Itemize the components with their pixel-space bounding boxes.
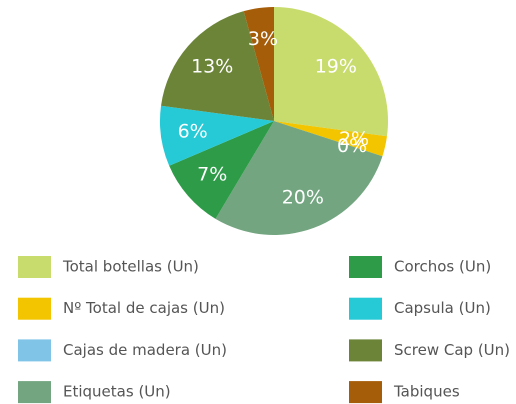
data-label: 2%: [339, 128, 369, 150]
legend-swatch: [18, 256, 51, 278]
data-label: 7%: [197, 164, 227, 186]
legend-swatch: [349, 297, 382, 320]
legend-label: Screw Cap (Un): [394, 341, 510, 359]
data-label: 13%: [191, 55, 233, 77]
pie-slice: [243, 7, 274, 121]
legend-swatch: [18, 297, 51, 320]
legend-swatch: [349, 381, 382, 404]
pie-slice: [169, 121, 274, 219]
legend-swatch: [18, 381, 51, 404]
data-label: 19%: [315, 55, 357, 77]
legend-swatch: [349, 339, 382, 362]
data-label: 6%: [178, 121, 208, 143]
legend-label: Tabiques: [393, 383, 460, 401]
pie-slice: [215, 121, 383, 235]
pie-slice: [160, 105, 274, 166]
legend-label: Total botellas (Un): [62, 258, 199, 276]
legend-swatch: [18, 339, 51, 362]
pie-slice: [274, 7, 388, 137]
legend-label: Etiquetas (Un): [63, 383, 171, 401]
pie-slice: [274, 121, 387, 157]
data-label: 20%: [282, 186, 324, 208]
legend-swatch: [349, 256, 382, 278]
legend-label: Corchos (Un): [394, 258, 491, 276]
pie-slice: [161, 11, 274, 122]
legend-label: Nº Total de cajas (Un): [63, 299, 225, 317]
data-label: 3%: [248, 28, 278, 50]
legend-label: Capsula (Un): [394, 299, 491, 317]
legend-label: Cajas de madera (Un): [63, 341, 227, 359]
data-label: 0%: [337, 135, 367, 157]
